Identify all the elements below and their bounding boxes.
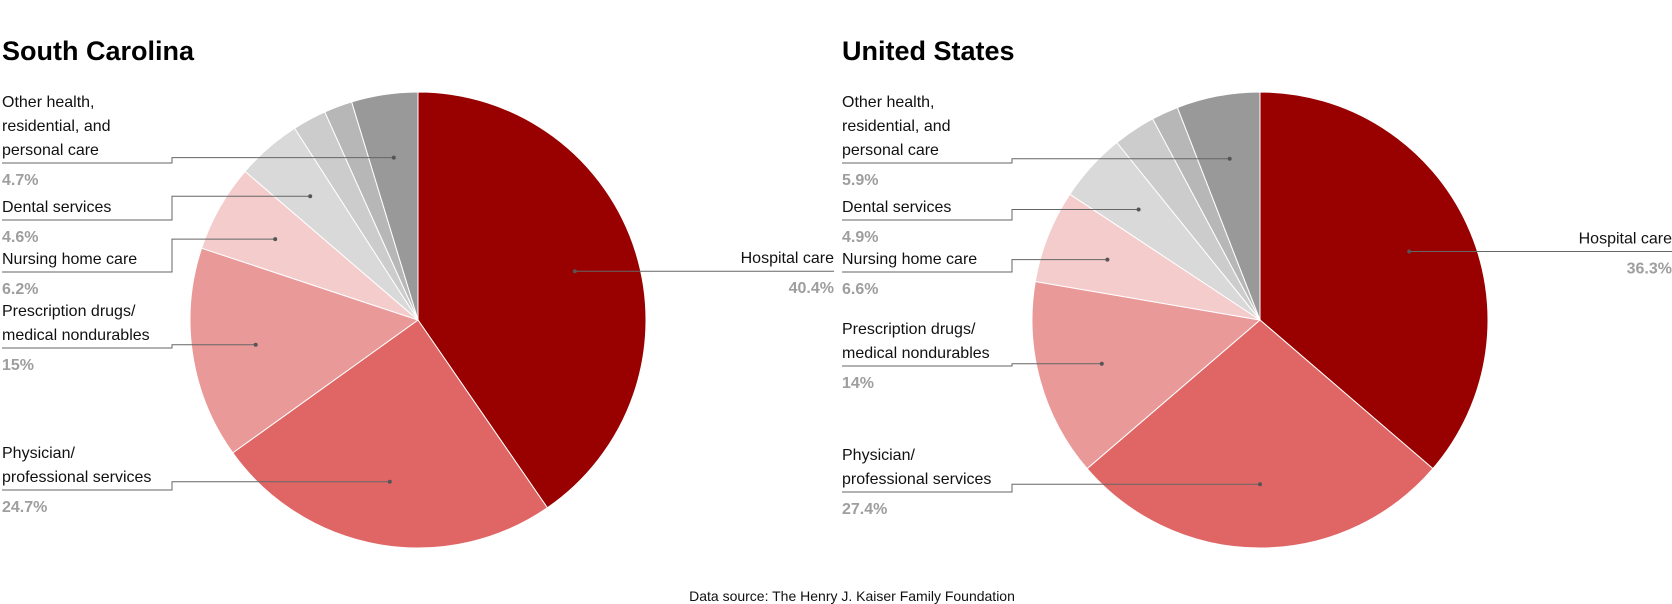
slice-label-nursing-home-care: Nursing home care [842,251,977,268]
pie-slice-hospital-care [417,91,647,509]
slice-label-other-health-residential-and-personal-care-line-2: residential, and [2,118,111,135]
slice-label-physician-professional-services-line-2: professional services [2,469,151,486]
slice-label-physician-professional-services: Physician/ [842,447,915,464]
slice-label-hospital-care: Hospital care [1579,231,1672,248]
leader-dot [1099,361,1104,366]
leader-dot [1227,156,1232,161]
leader-dot [1136,207,1141,212]
slice-label-prescription-drugs-medical-nondurables-line-2: medical nondurables [2,327,150,344]
leader-line [842,483,1260,493]
chart-title: United States [842,36,1015,66]
slice-value-other-health-residential-and-personal-care: 5.9% [842,172,878,189]
leader-line [2,195,311,221]
data-source-note: Data source: The Henry J. Kaiser Family … [689,588,1015,604]
pie-chart-south-carolina: South Carolina Hospital care 40.4% Physicia… [2,36,834,549]
leader-dot [391,155,396,160]
pie-slice-physician-professional-services [1086,319,1434,549]
pie-slice-prescription-drugs-medical-nondurables [1031,280,1262,470]
slice-label-dental-services: Dental services [2,199,111,216]
slice-value-hospital-care: 40.4% [789,280,834,297]
slice-label-nursing-home-care: Nursing home care [2,251,137,268]
leader-line [2,238,276,273]
slice-value-dental-services: 4.9% [842,229,878,246]
leader-dot [1407,249,1412,254]
slice-label-hospital-care: Hospital care [741,250,834,267]
slice-value-other-health-residential-and-personal-care: 4.7% [2,172,38,189]
pie-slice-hospital-care [1259,91,1489,470]
slice-label-physician-professional-services-line-2: professional services [842,471,991,488]
leader-dot [253,342,258,347]
leader-dot [572,269,577,274]
leader-line [842,259,1108,273]
leader-line [842,363,1102,367]
leader-dot [387,479,392,484]
leader-line [842,158,1230,164]
leader-line [2,157,394,164]
slice-label-prescription-drugs-medical-nondurables-line-2: medical nondurables [842,345,990,362]
pie-chart-united-states: United States Hospital care 36.3% Physician… [842,36,1672,549]
slice-label-other-health-residential-and-personal-care-line-3: personal care [2,142,99,159]
pie-slice-other-health-residential-and-personal-care [351,91,419,321]
leader-dot [1258,482,1262,487]
leader-dot [1105,257,1110,262]
slice-label-other-health-residential-and-personal-care-line-2: residential, and [842,118,951,135]
leader-line [2,344,256,349]
slice-label-physician-professional-services: Physician/ [2,445,75,462]
slice-label-prescription-drugs-medical-nondurables: Prescription drugs/ [842,321,976,338]
slice-label-prescription-drugs-medical-nondurables: Prescription drugs/ [2,303,136,320]
slice-value-nursing-home-care: 6.2% [2,281,38,298]
slice-label-other-health-residential-and-personal-care-line-3: personal care [842,142,939,159]
pie-slice-physician-professional-services [232,319,549,549]
pie-slice-prescription-drugs-medical-nondurables [189,247,420,454]
slice-label-other-health-residential-and-personal-care: Other health, [2,94,95,111]
slice-label-other-health-residential-and-personal-care: Other health, [842,94,935,111]
leader-dot [308,194,313,199]
leader-dot [273,237,278,242]
pie-slice-other-health-residential-and-personal-care [1176,91,1261,321]
slice-value-nursing-home-care: 6.6% [842,281,878,298]
leader-line [2,481,390,491]
slice-value-prescription-drugs-medical-nondurables: 14% [842,375,874,392]
leader-line [842,209,1139,221]
slice-value-physician-professional-services: 27.4% [842,501,887,518]
slice-value-dental-services: 4.6% [2,229,38,246]
chart-title: South Carolina [2,36,195,66]
slice-value-prescription-drugs-medical-nondurables: 15% [2,357,34,374]
slice-value-physician-professional-services: 24.7% [2,499,47,516]
slice-label-dental-services: Dental services [842,199,951,216]
slice-value-hospital-care: 36.3% [1627,261,1672,278]
